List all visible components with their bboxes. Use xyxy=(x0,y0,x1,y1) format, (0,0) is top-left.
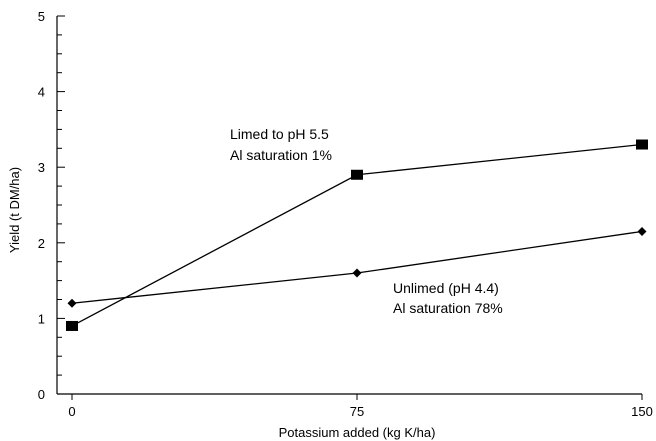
axes: 0 1 2 3 4 5 0 75 150 xyxy=(38,9,653,419)
y-tick-label: 4 xyxy=(38,85,45,100)
annotation-unlimed-line-2: Al saturation 78% xyxy=(393,300,503,316)
x-tick-label: 150 xyxy=(631,404,653,419)
series-group xyxy=(66,139,648,331)
x-axis-title: Potassium added (kg K/ha) xyxy=(279,425,436,440)
annotation-unlimed-line-1: Unlimed (pH 4.4) xyxy=(393,280,499,296)
annotation-limed-line-2: Al saturation 1% xyxy=(230,147,332,163)
annotation-limed-line-1: Limed to pH 5.5 xyxy=(230,126,329,142)
x-tick-label: 75 xyxy=(350,404,364,419)
y-tick-label: 5 xyxy=(38,9,45,24)
series-line-1 xyxy=(71,230,643,304)
y-tick-label: 0 xyxy=(38,387,45,402)
x-tick-label: 0 xyxy=(68,404,75,419)
data-point-diamond xyxy=(637,226,647,236)
data-point-diamond xyxy=(352,268,362,278)
y-tick-label: 2 xyxy=(38,236,45,251)
data-point-square xyxy=(66,320,78,331)
y-axis-title: Yield (t DM/ha) xyxy=(7,167,22,253)
y-tick-label: 3 xyxy=(38,160,45,175)
data-point-square xyxy=(636,139,648,150)
y-tick-label: 1 xyxy=(38,311,45,326)
data-point-diamond xyxy=(67,298,77,308)
annotations: Limed to pH 5.5 Al saturation 1% Unlimed… xyxy=(230,126,503,316)
data-point-square xyxy=(351,169,363,180)
